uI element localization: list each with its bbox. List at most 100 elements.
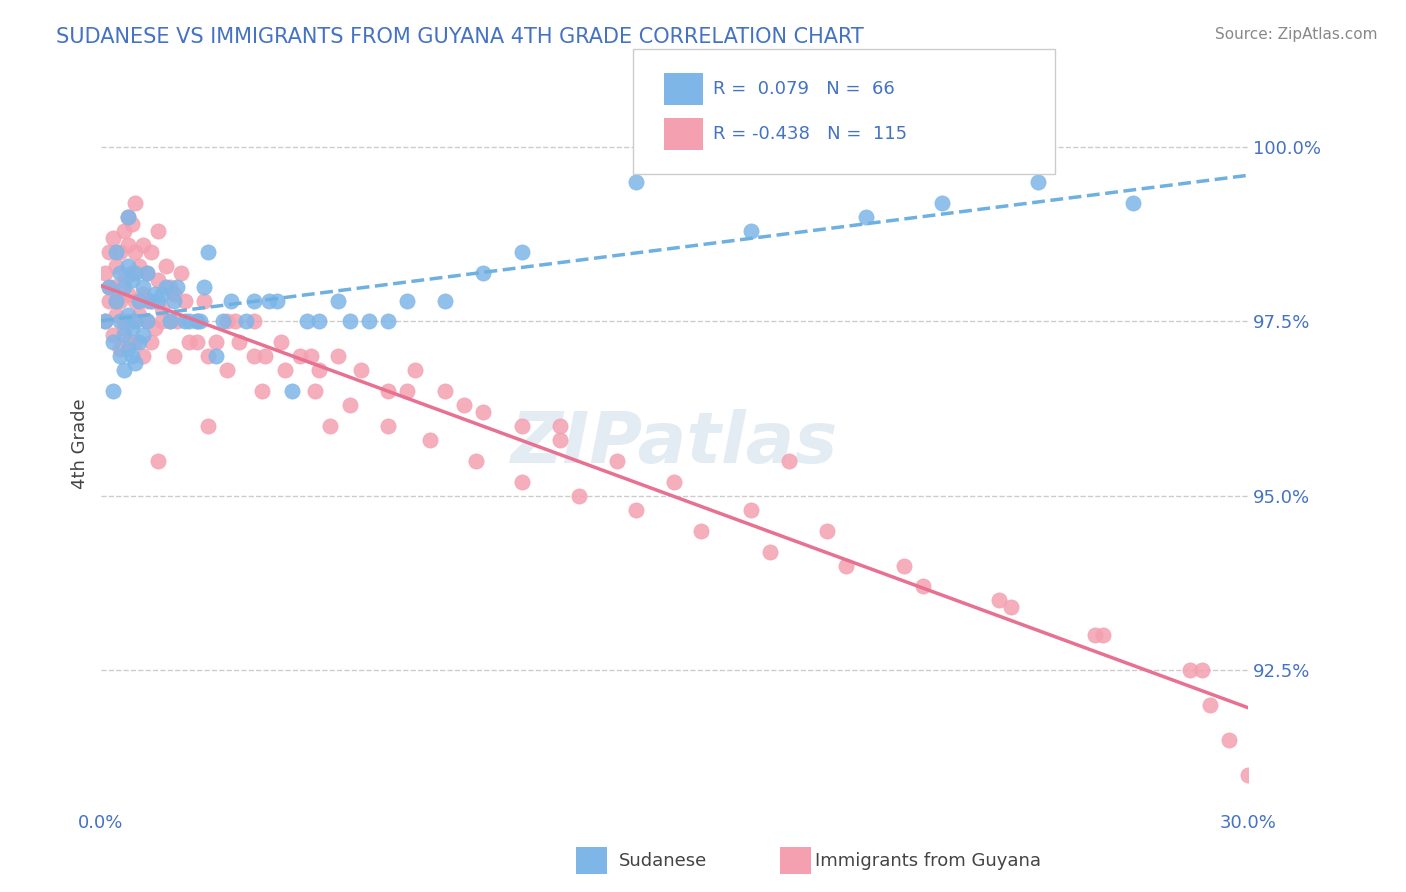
Point xyxy=(1218,732,1240,747)
Point xyxy=(112,321,135,335)
Point xyxy=(243,314,266,328)
Point xyxy=(377,384,399,399)
Point xyxy=(453,398,475,412)
Point xyxy=(548,433,571,447)
Point xyxy=(326,349,349,363)
Point xyxy=(304,384,326,399)
Point xyxy=(186,314,208,328)
Point xyxy=(101,384,124,399)
Point xyxy=(150,314,173,328)
Point xyxy=(664,475,686,489)
Point xyxy=(197,244,219,259)
Point xyxy=(108,314,131,328)
Point xyxy=(132,286,155,301)
Point xyxy=(159,314,181,328)
Point xyxy=(163,293,186,308)
Point xyxy=(288,349,311,363)
Point xyxy=(148,454,170,468)
Point xyxy=(139,293,162,308)
Text: Source: ZipAtlas.com: Source: ZipAtlas.com xyxy=(1215,27,1378,42)
Point xyxy=(174,293,197,308)
Point xyxy=(166,279,188,293)
Point xyxy=(124,314,146,328)
Point xyxy=(464,454,486,468)
Point xyxy=(377,314,399,328)
Point xyxy=(510,475,533,489)
Point xyxy=(197,349,219,363)
Point xyxy=(1000,600,1022,615)
Point xyxy=(988,593,1011,607)
Point xyxy=(163,286,186,301)
Text: ZIPatlas: ZIPatlas xyxy=(510,409,838,478)
Point xyxy=(212,314,235,328)
Point xyxy=(108,266,131,280)
Point xyxy=(150,301,173,315)
Point xyxy=(148,293,170,308)
Point xyxy=(204,335,226,350)
Point xyxy=(778,454,800,468)
Point xyxy=(135,314,157,328)
Point xyxy=(193,293,215,308)
Point xyxy=(281,384,304,399)
Point xyxy=(148,224,170,238)
Point xyxy=(117,210,139,224)
Point xyxy=(1237,767,1260,781)
Point xyxy=(117,308,139,322)
Point xyxy=(472,266,495,280)
Point xyxy=(319,419,342,434)
Point xyxy=(135,266,157,280)
Point xyxy=(339,314,361,328)
Point xyxy=(128,308,150,322)
Point xyxy=(117,259,139,273)
Point xyxy=(117,237,139,252)
Point xyxy=(243,293,266,308)
Point xyxy=(124,266,146,280)
Point xyxy=(308,363,330,377)
Point xyxy=(1122,196,1144,211)
Point xyxy=(308,314,330,328)
Point xyxy=(626,502,648,516)
Point xyxy=(250,384,273,399)
Point xyxy=(124,293,146,308)
Point xyxy=(855,210,877,224)
Point xyxy=(190,314,212,328)
Point xyxy=(893,558,915,573)
Point xyxy=(97,279,120,293)
Point xyxy=(186,335,208,350)
Point xyxy=(105,244,128,259)
Point xyxy=(97,293,120,308)
Point xyxy=(105,308,128,322)
Point xyxy=(193,279,215,293)
Point xyxy=(101,328,124,343)
Point xyxy=(132,328,155,343)
Y-axis label: 4th Grade: 4th Grade xyxy=(72,398,89,489)
Point xyxy=(297,314,319,328)
Point xyxy=(124,244,146,259)
Text: Sudanese: Sudanese xyxy=(619,852,707,870)
Point xyxy=(112,272,135,286)
Point xyxy=(626,175,648,189)
Point xyxy=(273,363,295,377)
Point xyxy=(759,544,782,558)
Point xyxy=(339,398,361,412)
Point xyxy=(1091,628,1114,642)
Point xyxy=(163,349,186,363)
Point xyxy=(121,321,143,335)
Point xyxy=(128,293,150,308)
Text: SUDANESE VS IMMIGRANTS FROM GUYANA 4TH GRADE CORRELATION CHART: SUDANESE VS IMMIGRANTS FROM GUYANA 4TH G… xyxy=(56,27,865,46)
Point xyxy=(270,335,292,350)
Point xyxy=(124,356,146,370)
Point xyxy=(94,314,117,328)
Point xyxy=(1026,175,1049,189)
Point xyxy=(105,293,128,308)
Point xyxy=(740,502,762,516)
Point xyxy=(568,489,591,503)
Text: R = -0.438   N =  115: R = -0.438 N = 115 xyxy=(713,125,907,143)
Point xyxy=(257,293,280,308)
Point xyxy=(117,335,139,350)
Point xyxy=(911,579,934,593)
Point xyxy=(740,224,762,238)
Point xyxy=(197,419,219,434)
Point xyxy=(112,363,135,377)
Point xyxy=(228,335,250,350)
